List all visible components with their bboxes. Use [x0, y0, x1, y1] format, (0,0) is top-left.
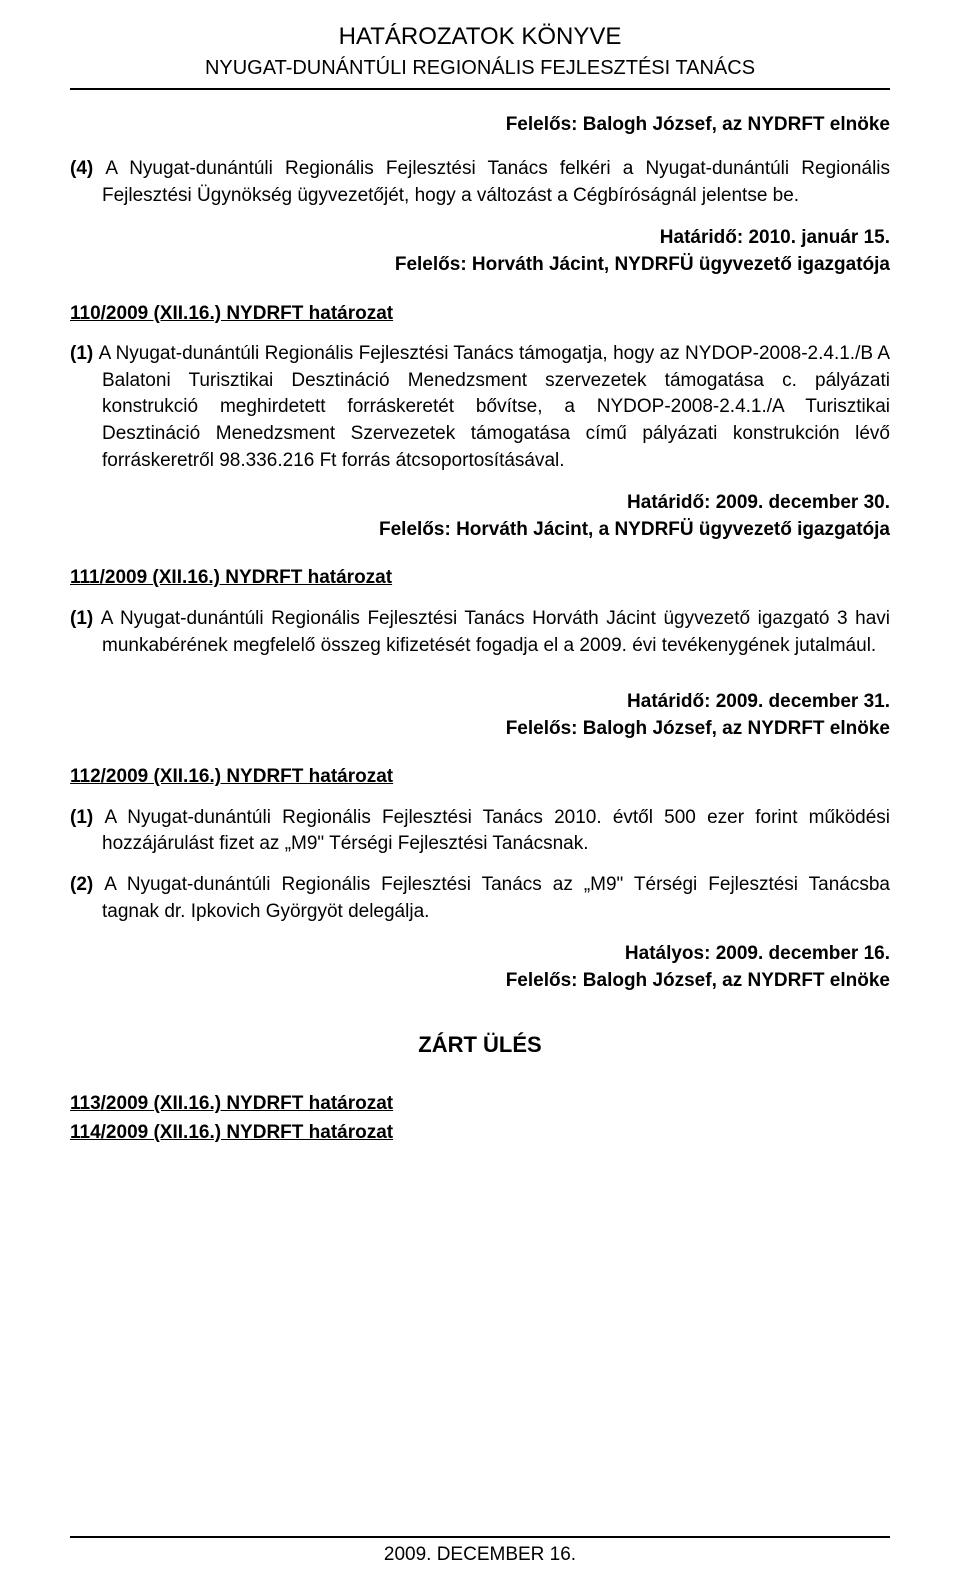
- header-title-2: NYUGAT-DUNÁNTÚLI REGIONÁLIS FEJLESZTÉSI …: [70, 54, 890, 82]
- deadline-1-line2: Felelős: Horváth Jácint, NYDRFÜ ügyvezet…: [70, 252, 890, 279]
- deadline-block-1: Határidő: 2010. január 15. Felelős: Horv…: [70, 225, 890, 278]
- intro-text: A Nyugat-dunántúli Regionális Fejlesztés…: [102, 158, 890, 206]
- intro-paragraph: (4) A Nyugat-dunántúli Regionális Fejles…: [70, 156, 890, 209]
- footer-text: 2009. DECEMBER 16.: [70, 1542, 890, 1569]
- deadline-block-110: Határidő: 2009. december 30. Felelős: Ho…: [70, 490, 890, 543]
- deadline-112-line2: Felelős: Balogh József, az NYDRFT elnöke: [70, 968, 890, 995]
- page-footer: 2009. DECEMBER 16.: [70, 1530, 890, 1569]
- deadline-111-line2: Felelős: Balogh József, az NYDRFT elnöke: [70, 716, 890, 743]
- document-header: HATÁROZATOK KÖNYVE NYUGAT-DUNÁNTÚLI REGI…: [70, 20, 890, 82]
- resolution-112-item-1: (1) A Nyugat-dunántúli Regionális Fejles…: [70, 805, 890, 858]
- header-title-1: HATÁROZATOK KÖNYVE: [70, 20, 890, 54]
- deadline-111-line1: Határidő: 2009. december 31.: [70, 689, 890, 716]
- page: HATÁROZATOK KÖNYVE NYUGAT-DUNÁNTÚLI REGI…: [0, 0, 960, 1589]
- resolution-112-title: 112/2009 (XII.16.) NYDRFT határozat: [70, 764, 890, 791]
- deadline-110-line1: Határidő: 2009. december 30.: [70, 490, 890, 517]
- top-responsible: Felelős: Balogh József, az NYDRFT elnöke: [70, 112, 890, 139]
- resolution-112-item-1-marker: (1): [70, 807, 104, 828]
- deadline-block-112: Hatályos: 2009. december 16. Felelős: Ba…: [70, 941, 890, 994]
- deadline-112-line1: Hatályos: 2009. december 16.: [70, 941, 890, 968]
- resolution-112-item-1-text: A Nyugat-dunántúli Regionális Fejlesztés…: [102, 807, 890, 855]
- resolution-112-item-2: (2) A Nyugat-dunántúli Regionális Fejles…: [70, 872, 890, 925]
- footer-rule: [70, 1536, 890, 1538]
- deadline-110-line2: Felelős: Horváth Jácint, a NYDRFÜ ügyvez…: [70, 517, 890, 544]
- deadline-1-line1: Határidő: 2010. január 15.: [70, 225, 890, 252]
- resolution-110-item-1-text: A Nyugat-dunántúli Regionális Fejlesztés…: [99, 343, 890, 470]
- header-rule: [70, 88, 890, 90]
- resolution-111-item-1-text: A Nyugat-dunántúli Regionális Fejlesztés…: [101, 608, 890, 656]
- reference-114: 114/2009 (XII.16.) NYDRFT határozat: [70, 1120, 890, 1147]
- resolution-110-item-1-marker: (1): [70, 343, 99, 364]
- resolution-111-title: 111/2009 (XII.16.) NYDRFT határozat: [70, 565, 890, 592]
- resolution-110-item-1: (1) A Nyugat-dunántúli Regionális Fejles…: [70, 341, 890, 474]
- closed-session-heading: ZÁRT ÜLÉS: [70, 1030, 890, 1061]
- resolution-111-item-1: (1) A Nyugat-dunántúli Regionális Fejles…: [70, 606, 890, 659]
- deadline-block-111: Határidő: 2009. december 31. Felelős: Ba…: [70, 689, 890, 742]
- reference-list: 113/2009 (XII.16.) NYDRFT határozat 114/…: [70, 1091, 890, 1146]
- resolution-111-item-1-marker: (1): [70, 608, 101, 629]
- resolution-112-item-2-text: A Nyugat-dunántúli Regionális Fejlesztés…: [102, 874, 890, 922]
- reference-113: 113/2009 (XII.16.) NYDRFT határozat: [70, 1091, 890, 1118]
- resolution-112-item-2-marker: (2): [70, 874, 104, 895]
- resolution-110-title: 110/2009 (XII.16.) NYDRFT határozat: [70, 301, 890, 328]
- intro-marker: (4): [70, 158, 105, 179]
